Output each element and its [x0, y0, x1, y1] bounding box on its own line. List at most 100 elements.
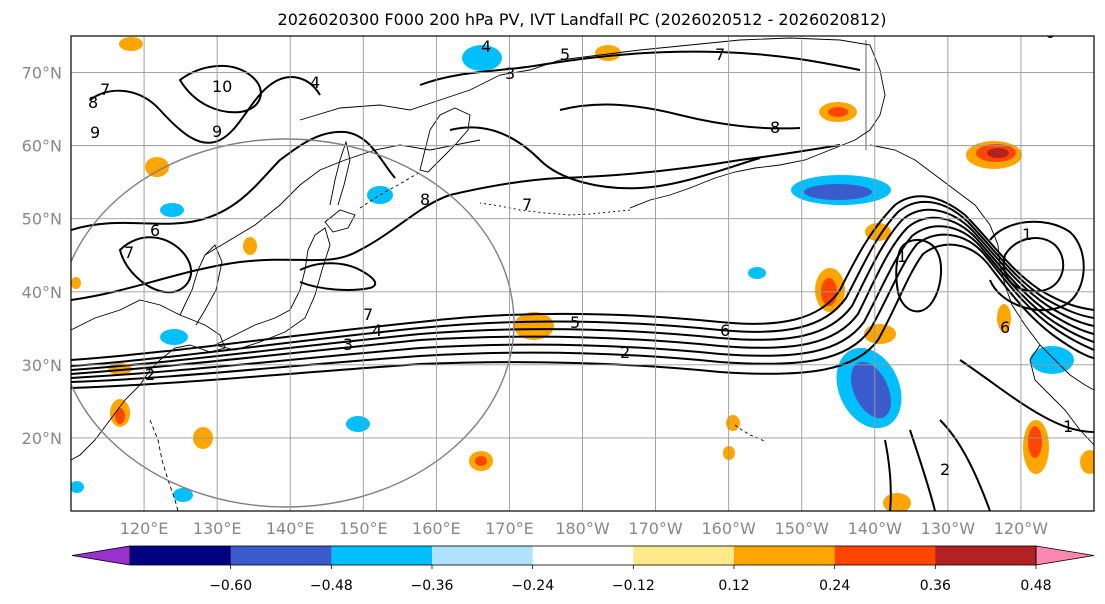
contour-label: 7 [715, 45, 725, 64]
pv-contour [71, 130, 396, 231]
contour-label: 4 [310, 73, 320, 92]
contour-label: 2 [620, 343, 630, 362]
contour-label: 1 [1022, 225, 1032, 244]
pv-contour [71, 200, 1094, 367]
pv-contour [939, 419, 991, 511]
pc-shading [71, 37, 1094, 511]
colorbar-extend-min [71, 545, 131, 566]
longitude-tick-label: 160°W [701, 519, 756, 538]
map-frame [70, 35, 1095, 512]
figure-title: 2026020300 F000 200 hPa PV, IVT Landfall… [278, 10, 887, 29]
latitude-axis: 70°N 60°N 50°N 40°N 30°N 20°N [22, 64, 62, 448]
landfall-circle [71, 138, 515, 508]
shade-positive [475, 456, 487, 466]
shade-negative [346, 416, 370, 432]
contour-label: 5 [560, 45, 570, 64]
latitude-tick-label: 30°N [22, 356, 62, 375]
shade-positive [997, 304, 1011, 332]
pv-contour [118, 236, 192, 294]
longitude-tick-label: 150°E [339, 519, 388, 538]
pv-contour [449, 126, 761, 190]
shade-negative [462, 45, 502, 71]
coastline-kurils [359, 171, 421, 209]
coastline-hokkaido [324, 209, 356, 233]
colorbar-outline [129, 545, 1037, 566]
contour-label: 6 [1045, 23, 1055, 42]
pv-contour [89, 76, 321, 144]
contour-label-group: 7 8 9 10 9 6 7 8 7 6 5 4 3 2 7 8 6 4 3 2 [88, 23, 1073, 479]
longitude-tick-label: 160°E [412, 519, 461, 538]
shade-positive [828, 107, 848, 117]
pv-contour [895, 239, 942, 313]
longitude-tick-label: 130°E [193, 519, 242, 538]
longitude-tick-label: 140°W [848, 519, 903, 538]
shade-positive [726, 415, 740, 431]
longitude-axis: 120°E 130°E 140°E 150°E 160°E 170°E 180°W 170°W… [120, 519, 1049, 538]
shade-negative [804, 184, 872, 200]
shade-negative [367, 186, 393, 204]
shade-negative [1030, 346, 1074, 374]
longitude-tick-label: 170°W [628, 519, 683, 538]
contour-label: 5 [570, 313, 580, 332]
colorbar-segment [633, 546, 735, 565]
longitude-tick-label: 140°E [266, 519, 315, 538]
longitude-tick-label: 150°W [775, 519, 830, 538]
shade-positive [864, 324, 896, 344]
latitude-tick-label: 60°N [22, 137, 62, 156]
longitude-tick-label: 120°W [994, 519, 1049, 538]
pv-contour [71, 233, 1094, 383]
coastline-hawaii [734, 424, 767, 443]
colorbar-tick-label: 0.24 [819, 578, 850, 594]
longitude-tick-label: 170°E [485, 519, 534, 538]
pv-contour [959, 359, 1094, 433]
pv-contour [71, 243, 1094, 389]
contour-label: 1 [1063, 417, 1073, 436]
contour-label: 9 [90, 123, 100, 142]
shade-negative [160, 329, 188, 345]
colorbar-segment [834, 546, 936, 565]
shade-positive [987, 148, 1009, 158]
map-panel: 7 8 9 10 9 6 7 8 7 6 5 4 3 2 7 8 6 4 3 2 [70, 23, 1095, 512]
latitude-tick-label: 70°N [22, 64, 62, 83]
coastline-korea [179, 244, 223, 326]
pv-contour [419, 50, 861, 86]
contour-label: 2 [145, 365, 155, 384]
shade-positive [115, 408, 125, 424]
colorbar-segment [331, 546, 433, 565]
longitude-tick-label: 130°W [921, 519, 976, 538]
pv-contour [884, 439, 892, 511]
shade-positive [514, 312, 554, 340]
contour-label: 1 [897, 247, 907, 266]
colorbar-tick-label: −0.12 [612, 578, 655, 594]
longitude-tick-label: 120°E [120, 519, 169, 538]
colorbar-tick-label: −0.60 [209, 578, 252, 594]
colorbar-segment [230, 546, 332, 565]
pv-contour [178, 64, 262, 114]
colorbar-tick-label: −0.24 [511, 578, 554, 594]
colorbar-segment [532, 546, 634, 565]
latitude-tick-label: 20°N [22, 429, 62, 448]
pv-contour [71, 195, 1094, 361]
colorbar-tick-label: 0.12 [718, 578, 749, 594]
longitude-tick-label: 180°W [555, 519, 610, 538]
shade-positive [243, 237, 257, 255]
contour-label: 6 [1000, 318, 1010, 337]
colorbar-tick-label: 0.48 [1020, 578, 1051, 594]
colorbar-tick-label: 0.36 [920, 578, 951, 594]
contour-label: 3 [505, 64, 515, 83]
contour-label: 8 [770, 118, 780, 137]
contour-label: 7 [100, 80, 110, 99]
pv-contour [909, 429, 936, 511]
contour-label: 8 [420, 190, 430, 209]
colorbar-segment [432, 546, 534, 565]
coastline-asia [71, 299, 226, 461]
coastline-alaska [559, 37, 886, 209]
colorbar-segment [130, 546, 232, 565]
shade-positive [1028, 426, 1042, 458]
pv-contour [299, 262, 377, 291]
contour-label: 3 [343, 335, 353, 354]
latitude-tick-label: 40°N [22, 283, 62, 302]
contour-label: 2 [940, 460, 950, 479]
contour-label: 4 [481, 37, 491, 56]
contour-label: 7 [363, 305, 373, 324]
